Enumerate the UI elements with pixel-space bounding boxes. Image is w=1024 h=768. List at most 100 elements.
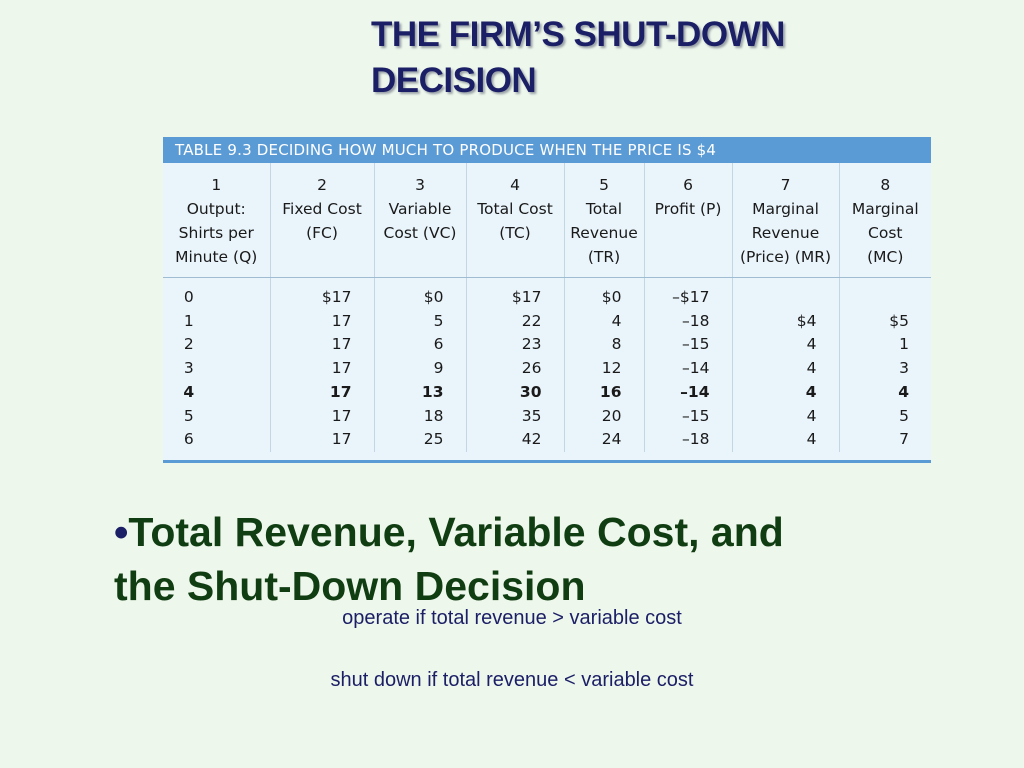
- column-label-line: Marginal: [851, 200, 919, 218]
- table-cell: 7: [838, 428, 931, 452]
- table-cell: 0: [183, 288, 194, 306]
- table-cell: 3: [183, 359, 194, 378]
- table-cell: –14: [643, 380, 732, 405]
- table-cell: 4: [731, 428, 839, 452]
- column-number: 1: [211, 176, 222, 194]
- table-row: 6 17 25 42 24 –18 4 7: [163, 428, 931, 452]
- table-cell: $5: [838, 309, 931, 334]
- table-cell: 24: [563, 428, 644, 452]
- column-label-line: Total Cost: [477, 200, 553, 218]
- table-cell: [838, 277, 931, 310]
- column-label-line: Total: [585, 200, 623, 218]
- rule-shutdown: shut down if total revenue < variable co…: [330, 669, 694, 691]
- table-cell: –18: [643, 428, 732, 452]
- table-cell: $17: [465, 277, 564, 310]
- column-label-line: Revenue: [570, 224, 638, 242]
- table-cell: 1: [183, 311, 194, 330]
- table-cell: $17: [269, 277, 374, 310]
- table-cell: 22: [465, 309, 564, 334]
- table-cell: 9: [373, 357, 466, 381]
- table-row: 0 $17 $0 $17 $0 –$17: [163, 277, 931, 310]
- table-cell: –15: [643, 333, 732, 358]
- column-label-line: (FC): [306, 224, 338, 242]
- column-label-line: Revenue: [751, 224, 820, 242]
- column-label-line: Shirts per: [178, 224, 254, 242]
- table-cell: –18: [643, 309, 732, 334]
- table-cell: 4: [731, 404, 839, 429]
- column-label-line: Output:: [186, 200, 246, 218]
- table-cell: –$17: [643, 277, 732, 310]
- column-header-7: 7 Marginal Revenue (Price) (MR): [731, 163, 839, 278]
- table-cell: 4: [731, 333, 839, 358]
- table-cell: 1: [838, 333, 931, 358]
- column-label-line: (TC): [499, 224, 531, 242]
- table-cell: 2: [183, 335, 194, 354]
- column-number: 6: [683, 176, 693, 194]
- table-cell: 5: [838, 404, 931, 429]
- column-label-line: Profit (P): [654, 200, 722, 218]
- table-cell: 17: [269, 404, 374, 429]
- table-row: 4 17 13 30 16 –14 4 4: [163, 380, 931, 405]
- table-caption: TABLE 9.3 DECIDING HOW MUCH TO PRODUCE W…: [163, 137, 931, 163]
- column-header-1: 1 Output: Shirts per Minute (Q): [163, 163, 270, 278]
- table-cell: 20: [563, 404, 644, 429]
- table-header-row: 1 Output: Shirts per Minute (Q) 2 Fixed Cost (…: [163, 163, 931, 278]
- column-label-line: (MC): [867, 248, 904, 266]
- table-cell: 12: [563, 357, 644, 381]
- table-cell: 17: [269, 309, 374, 334]
- column-number: 5: [599, 176, 609, 194]
- table-cell: 13: [373, 380, 466, 405]
- column-header-4: 4 Total Cost (TC): [465, 163, 564, 278]
- column-label-line: Cost (VC): [383, 224, 457, 242]
- table-cell: 35: [465, 404, 564, 429]
- table-cell: 4: [731, 357, 839, 381]
- table-cell: $0: [563, 277, 644, 310]
- table-cell: [731, 277, 839, 310]
- column-label-line: (TR): [587, 248, 621, 266]
- table-cell: $0: [373, 277, 466, 310]
- column-header-6: 6 Profit (P): [643, 163, 732, 278]
- table-cell: 42: [465, 428, 564, 452]
- table-cell: 30: [465, 380, 564, 405]
- column-number: 2: [317, 176, 327, 194]
- cost-table: TABLE 9.3 DECIDING HOW MUCH TO PRODUCE W…: [163, 137, 931, 463]
- column-label-line: (Price) (MR): [739, 248, 832, 266]
- table-cell: 17: [269, 333, 374, 358]
- column-label-line: Marginal: [752, 200, 819, 218]
- table-cell: 17: [269, 428, 374, 452]
- table-cell: –14: [643, 357, 732, 381]
- bullet-heading: •Total Revenue, Variable Cost, and the S…: [114, 505, 974, 613]
- bullet-icon: •: [114, 509, 129, 555]
- table-cell: 4: [183, 382, 195, 401]
- table-cell: $4: [731, 309, 839, 334]
- column-number: 7: [780, 176, 791, 194]
- column-label-line: Minute (Q): [175, 248, 258, 266]
- table-cell: 26: [465, 357, 564, 381]
- column-header-5: 5 Total Revenue (TR): [563, 163, 644, 278]
- table-cell: 23: [465, 333, 564, 358]
- table-cell: 16: [563, 380, 644, 405]
- table-cell: 8: [563, 333, 644, 358]
- table-cell: 3: [838, 357, 931, 381]
- column-number: 4: [510, 176, 520, 194]
- table-cell: 6: [373, 333, 466, 358]
- column-number: 3: [415, 176, 425, 194]
- column-header-2: 2 Fixed Cost (FC): [269, 163, 374, 278]
- table-cell: 4: [563, 309, 644, 334]
- cost-table-grid: 1 Output: Shirts per Minute (Q) 2 Fixed Cost (…: [163, 163, 931, 452]
- table-cell: –15: [643, 404, 732, 429]
- table-cell: 18: [373, 404, 466, 429]
- table-row: 1 17 5 22 4 –18 $4 $5: [163, 309, 931, 334]
- table-cell: 6: [183, 430, 194, 449]
- table-cell: 25: [373, 428, 466, 452]
- table-row: 3 17 9 26 12 –14 4 3: [163, 357, 931, 381]
- slide-title-line1: THE FIRM’S SHUT-DOWN: [371, 15, 785, 54]
- column-header-3: 3 Variable Cost (VC): [373, 163, 466, 278]
- table-cell: 5: [183, 406, 194, 425]
- column-number: 8: [880, 176, 891, 194]
- table-body: 0 $17 $0 $17 $0 –$17 1 17 5 22 4 –18 $4 $5 2 17 6 23 8 –15 4…: [163, 277, 931, 452]
- slide-title: THE FIRM’S SHUT-DOWN DECISION: [371, 12, 971, 104]
- table-cell: 17: [269, 380, 374, 405]
- table-row: 5 17 18 35 20 –15 4 5: [163, 404, 931, 429]
- table-cell: 4: [838, 380, 931, 405]
